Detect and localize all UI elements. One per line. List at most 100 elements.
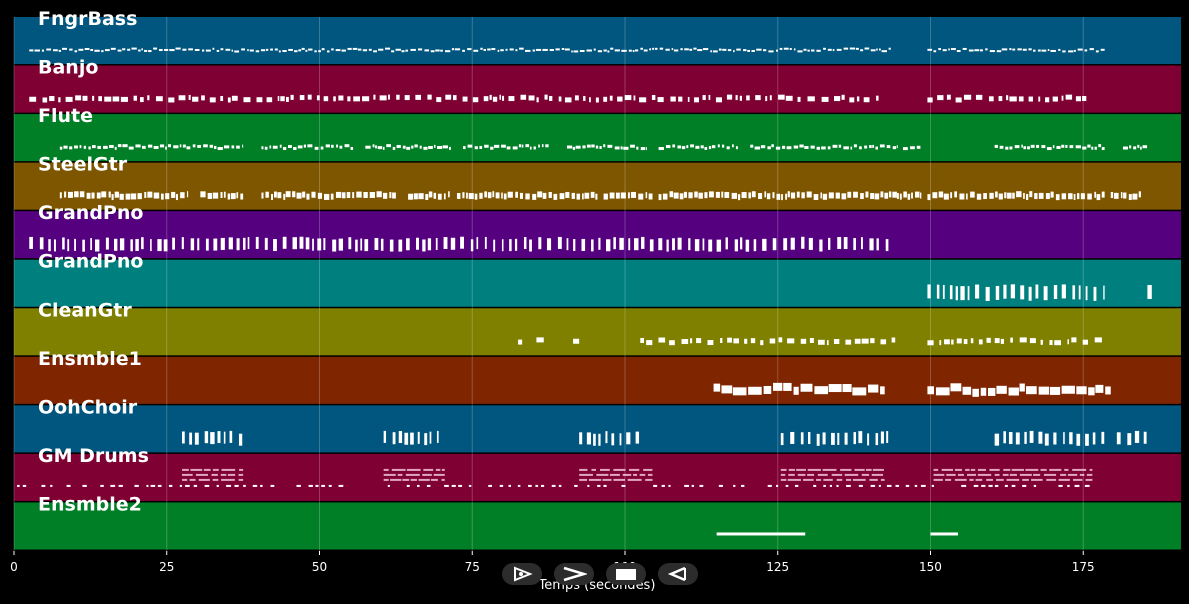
note	[994, 433, 1000, 446]
note	[231, 95, 238, 101]
note	[1029, 338, 1036, 344]
stop-button[interactable]	[606, 563, 646, 585]
note	[390, 478, 402, 481]
note	[168, 97, 175, 103]
note	[565, 191, 570, 198]
note	[1049, 386, 1061, 395]
note	[165, 193, 170, 200]
note	[849, 47, 856, 50]
note	[1004, 192, 1007, 199]
note	[373, 50, 377, 53]
note	[932, 192, 938, 199]
x-tick-label: 150	[919, 560, 942, 574]
forward-button[interactable]	[554, 563, 594, 585]
play-button[interactable]	[502, 563, 542, 585]
note	[1095, 50, 1099, 53]
note	[659, 47, 664, 50]
note	[785, 193, 788, 200]
note	[807, 49, 810, 52]
note	[175, 194, 178, 201]
note	[702, 238, 705, 251]
note	[574, 484, 578, 487]
note	[927, 48, 933, 51]
note	[1071, 337, 1077, 343]
note	[436, 430, 439, 443]
note	[996, 50, 1002, 53]
note	[732, 144, 734, 148]
note	[425, 193, 429, 200]
note	[779, 47, 783, 50]
note	[807, 96, 815, 102]
note	[169, 49, 175, 52]
note	[683, 191, 687, 198]
note	[845, 339, 852, 345]
note	[836, 484, 839, 487]
note	[302, 191, 306, 198]
track-label: Ensmble2	[38, 493, 142, 515]
note	[693, 47, 697, 50]
note	[423, 146, 428, 150]
note	[104, 96, 112, 102]
note	[1029, 430, 1034, 443]
note	[564, 97, 572, 103]
note	[443, 193, 446, 200]
note	[801, 192, 805, 199]
note	[357, 48, 362, 51]
note	[503, 193, 507, 200]
note	[227, 473, 236, 476]
track-band	[14, 502, 1181, 550]
note	[998, 193, 1003, 200]
note	[892, 191, 897, 198]
note	[579, 468, 588, 471]
note	[1085, 433, 1089, 446]
note	[1016, 191, 1022, 198]
note	[231, 49, 234, 52]
note	[914, 484, 918, 487]
note	[1004, 484, 1008, 487]
note	[843, 146, 849, 150]
note	[200, 191, 206, 198]
note	[645, 478, 653, 481]
note	[954, 468, 963, 471]
note	[553, 193, 558, 200]
note	[424, 49, 430, 52]
note	[878, 484, 881, 487]
note	[836, 478, 843, 481]
note	[609, 95, 613, 101]
note	[793, 145, 799, 149]
track-band	[14, 308, 1181, 356]
note	[702, 95, 706, 101]
note	[238, 478, 244, 481]
note	[330, 193, 334, 200]
note	[1088, 387, 1095, 396]
note	[1082, 339, 1088, 345]
note	[34, 49, 40, 52]
note	[182, 431, 185, 444]
note	[732, 387, 747, 396]
note	[1038, 386, 1050, 395]
note	[523, 237, 527, 250]
note	[708, 94, 711, 100]
note	[780, 478, 787, 481]
note	[378, 48, 384, 51]
note	[484, 144, 489, 148]
note	[933, 478, 943, 481]
note	[807, 468, 821, 471]
rewind-button[interactable]	[658, 563, 698, 585]
note	[858, 431, 863, 444]
note	[95, 239, 100, 252]
note	[750, 338, 756, 344]
note	[422, 473, 432, 476]
note	[497, 49, 500, 52]
note	[986, 337, 991, 343]
note	[916, 145, 921, 149]
note	[702, 48, 709, 51]
note	[1133, 146, 1137, 150]
note	[665, 48, 670, 51]
note	[895, 484, 900, 487]
note	[896, 192, 899, 199]
note	[1105, 386, 1111, 395]
note	[249, 49, 254, 52]
note	[1089, 468, 1093, 471]
note	[880, 431, 884, 444]
